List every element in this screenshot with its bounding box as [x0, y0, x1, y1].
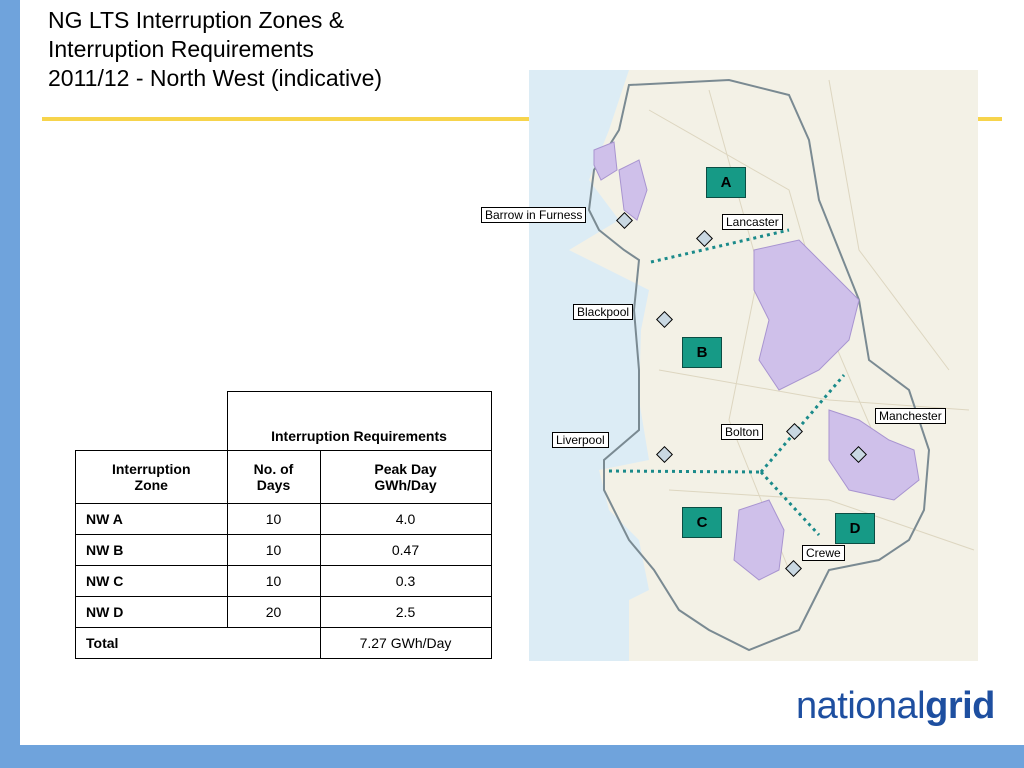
header-peak: Peak Day GWh/Day	[319, 450, 492, 504]
title-rule	[42, 117, 1002, 121]
table-row: NW B 10 0.47	[75, 534, 492, 566]
region-boundary	[587, 78, 931, 652]
north-west-map	[529, 70, 978, 661]
bottom-accent-bar	[0, 745, 1024, 768]
zone-b-box: B	[682, 337, 722, 368]
table-group-header-row: Interruption Requirements	[75, 391, 492, 451]
city-markers	[616, 212, 867, 577]
label-crewe: Crewe	[802, 545, 845, 561]
label-bolton: Bolton	[721, 424, 764, 440]
table-row: NW A 10 4.0	[75, 503, 492, 535]
header-days: No. of Days	[226, 450, 321, 504]
group-header: Interruption Requirements	[226, 391, 492, 451]
purple-areas	[593, 141, 920, 581]
table-header-row: Interruption Zone No. of Days Peak Day GWh/…	[75, 450, 492, 504]
label-lancaster: Lancaster	[722, 214, 783, 230]
label-liverpool: Liverpool	[552, 432, 609, 448]
label-blackpool: Blackpool	[573, 304, 634, 320]
zone-boundary-lines	[608, 228, 846, 537]
manchester-marker	[850, 446, 867, 463]
zone-d-box: D	[835, 513, 875, 544]
national-grid-logo: nationalgrid	[796, 685, 995, 727]
title-line-3: 2011/12 - North West (indicative)	[48, 65, 383, 91]
table-total-row: Total 7.27 GWh/Day	[75, 627, 492, 659]
title-line-1: NG LTS Interruption Zones &	[48, 7, 345, 33]
table-row: NW C 10 0.3	[75, 565, 492, 597]
crewe-marker	[785, 560, 802, 577]
title-line-2: Interruption Requirements	[48, 36, 314, 62]
header-zone: Interruption Zone	[75, 450, 228, 504]
liverpool-marker	[656, 446, 673, 463]
label-barrow: Barrow in Furness	[481, 207, 587, 223]
blackpool-marker	[656, 311, 673, 328]
interruption-table: Interruption Requirements Interruption Zo…	[75, 391, 492, 659]
label-manchester: Manchester	[875, 408, 946, 424]
lancaster-marker	[696, 230, 713, 247]
bolton-marker	[786, 423, 803, 440]
slide-title: NG LTS Interruption Zones & Interruption…	[48, 6, 382, 93]
barrow-marker	[616, 212, 633, 229]
table-row: NW D 20 2.5	[75, 596, 492, 628]
zone-c-box: C	[682, 507, 722, 538]
zone-a-box: A	[706, 167, 746, 198]
left-accent-bar	[0, 0, 20, 768]
